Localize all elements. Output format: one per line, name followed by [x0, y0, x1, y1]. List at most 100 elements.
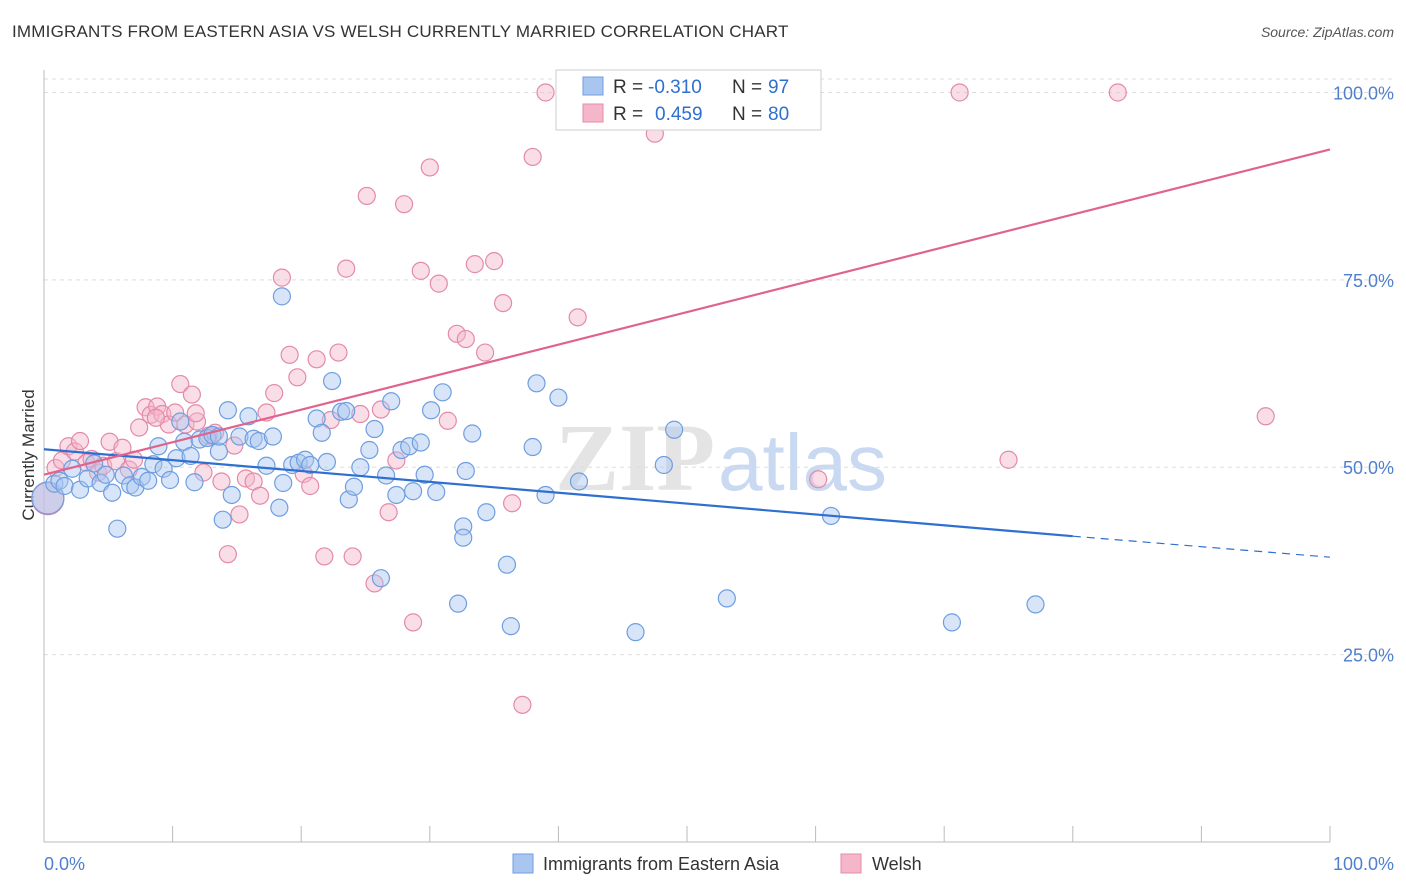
eastern-asia-point — [415, 465, 434, 484]
eastern-asia-point — [626, 623, 645, 642]
welsh-point — [250, 486, 270, 505]
legend-n-value-1: 97 — [768, 77, 789, 98]
eastern-asia-point — [527, 374, 546, 393]
welsh-point — [536, 83, 555, 102]
eastern-asia-point — [463, 424, 482, 443]
eastern-asia-point — [433, 383, 452, 402]
welsh-point — [182, 385, 201, 404]
welsh-point — [225, 436, 244, 455]
bottom-legend-swatch-pink — [840, 853, 862, 874]
welsh-point — [568, 308, 587, 327]
eastern-asia-point — [448, 594, 468, 613]
axes — [43, 70, 1331, 843]
welsh-point — [999, 450, 1018, 469]
bottom-legend-swatch-blue — [512, 853, 534, 874]
eastern-asia-point — [213, 510, 232, 529]
eastern-asia-point — [322, 371, 342, 391]
eastern-asia-point — [239, 407, 258, 426]
welsh-point — [357, 186, 376, 206]
welsh-point — [351, 404, 370, 424]
welsh-point — [315, 547, 334, 566]
eastern-asia-point — [344, 477, 364, 496]
y-tick-label: 75.0% — [1343, 271, 1394, 291]
eastern-asia-point — [274, 473, 293, 493]
welsh-point — [130, 418, 149, 437]
eastern-asia-point — [307, 409, 326, 428]
eastern-asia-point — [427, 482, 446, 502]
watermark-atlas: atlas — [718, 418, 887, 507]
y-axis-title: Currently Married — [19, 389, 38, 520]
welsh-point — [171, 374, 190, 394]
eastern-asia-point — [114, 466, 133, 485]
correlation-legend: R = -0.310 N = 97 R = 0.459 N = 80 — [555, 69, 822, 131]
source-note: Source: ZipAtlas.com — [1260, 24, 1394, 40]
eastern-asia-point — [360, 440, 379, 460]
bottom-legend-label-welsh: Welsh — [872, 854, 922, 874]
welsh-point — [307, 350, 326, 369]
welsh-point — [485, 252, 504, 271]
eastern-asia-point — [222, 485, 241, 505]
eastern-asia-point — [454, 528, 473, 547]
x-tick-label-min: 0.0% — [44, 854, 85, 874]
y-tick-label: 25.0% — [1343, 646, 1394, 666]
eastern-asia-point — [263, 427, 283, 446]
welsh-point — [438, 411, 457, 430]
eastern-asia-point — [536, 485, 555, 505]
legend-n-label-2: N = — [732, 104, 762, 125]
legend-swatch-pink — [582, 103, 604, 123]
eastern-asia-point — [1026, 595, 1045, 614]
watermark: ZIP atlas — [555, 404, 887, 511]
welsh-point — [343, 547, 362, 566]
welsh-point — [230, 505, 249, 524]
legend-r-label-1: R = — [613, 77, 643, 98]
welsh-point — [1108, 83, 1127, 102]
y-tick-label: 50.0% — [1343, 458, 1394, 478]
eastern-asia-point — [312, 423, 331, 442]
eastern-asia-point — [411, 433, 430, 452]
welsh-point — [218, 545, 237, 564]
gridlines — [44, 78, 1392, 656]
eastern-asia-point — [569, 472, 589, 491]
welsh-point — [166, 403, 185, 422]
welsh-point — [523, 147, 542, 167]
welsh-point — [403, 613, 423, 632]
welsh-point — [950, 83, 969, 102]
welsh-point — [513, 695, 532, 714]
eastern-asia-point — [331, 402, 351, 421]
welsh-point — [494, 293, 513, 313]
eastern-asia-point — [337, 401, 356, 421]
eastern-asia-point — [185, 473, 204, 492]
welsh-trend-line — [43, 148, 1331, 476]
welsh-point — [394, 195, 414, 214]
welsh-point — [272, 268, 292, 287]
eastern-asia-point — [249, 431, 268, 451]
eastern-asia-point — [55, 476, 74, 496]
legend-n-value-2: 80 — [768, 104, 789, 125]
eastern-asia-point — [371, 569, 391, 588]
eastern-asia-point — [257, 456, 276, 475]
eastern-asia-point — [421, 401, 441, 420]
eastern-asia-point — [456, 461, 475, 481]
welsh-point — [420, 158, 439, 177]
eastern-asia-point — [497, 555, 517, 574]
eastern-asia-point — [96, 465, 115, 484]
eastern-asia-point — [351, 458, 370, 477]
eastern-asia-point — [50, 471, 69, 490]
welsh-point — [447, 324, 466, 343]
welsh-points — [31, 83, 1275, 714]
welsh-point — [387, 451, 406, 470]
trend-lines — [43, 148, 1331, 558]
welsh-point — [301, 476, 320, 496]
eastern-asia-point — [717, 589, 736, 608]
eastern-asia-point — [230, 427, 249, 446]
chart-title: IMMIGRANTS FROM EASTERN ASIA VS WELSH CU… — [12, 22, 789, 41]
eastern-asia-point — [549, 388, 568, 407]
welsh-point — [379, 503, 398, 522]
eastern-asia-point — [272, 287, 292, 306]
eastern-asia-point — [477, 503, 496, 522]
eastern-asia-point — [400, 437, 419, 456]
eastern-asia-point — [108, 519, 127, 538]
y-tick-label: 100.0% — [1333, 83, 1394, 103]
eastern-asia-point — [167, 449, 186, 468]
